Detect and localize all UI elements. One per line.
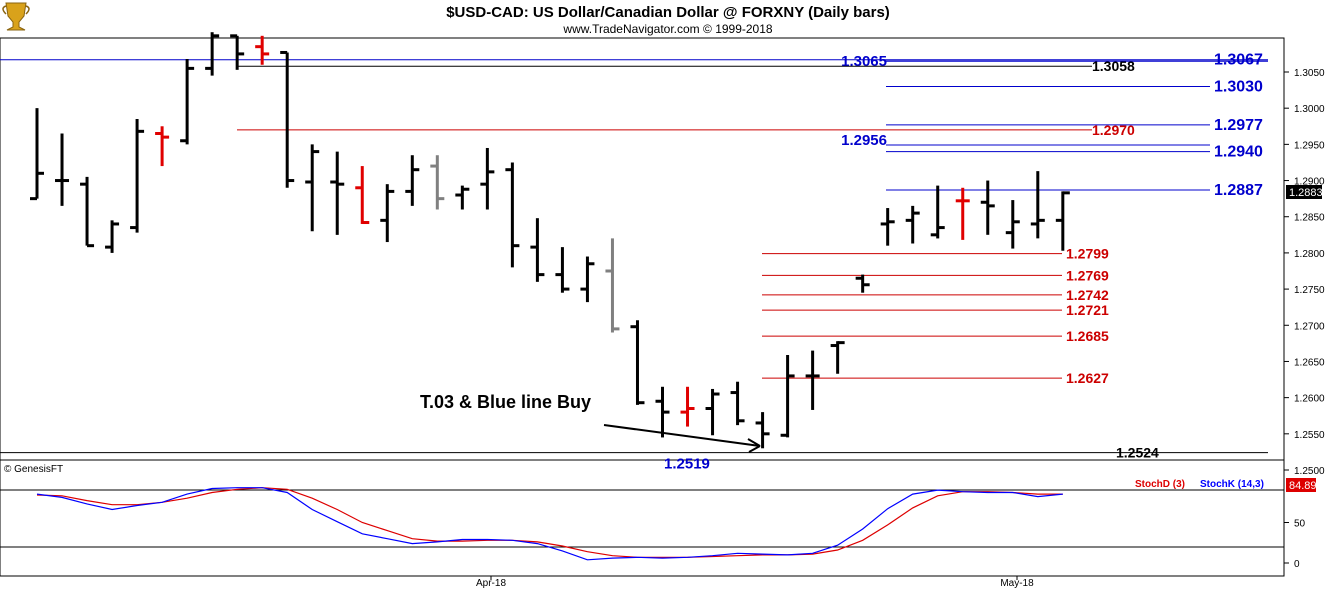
level-1-2769-label: 1.2769 bbox=[1066, 267, 1109, 283]
level-1-2970-label: 1.2970 bbox=[1092, 122, 1135, 138]
level-1-2721-label: 1.2721 bbox=[1066, 302, 1109, 318]
price-tick-label: 1.2700 bbox=[1294, 321, 1325, 332]
level-1-2742-label: 1.2742 bbox=[1066, 287, 1109, 303]
ohlc-bar bbox=[755, 412, 770, 449]
level-1-3065-label: 1.3065 bbox=[841, 53, 887, 70]
x-label-apr: Apr-18 bbox=[476, 578, 506, 589]
ohlc-bar bbox=[80, 176, 95, 248]
chart-title: $USD-CAD: US Dollar/Canadian Dollar @ FO… bbox=[446, 4, 890, 21]
price-tick-label: 1.2500 bbox=[1294, 466, 1325, 477]
ohlc-bar bbox=[1030, 171, 1045, 239]
price-tick-label: 1.2900 bbox=[1294, 177, 1325, 188]
x-label-may: May-18 bbox=[1000, 578, 1034, 589]
ohlc-bar bbox=[130, 119, 145, 233]
level-1-3067-label: 1.3067 bbox=[1214, 52, 1263, 69]
ohlc-bar bbox=[180, 58, 195, 145]
stoch-k-line bbox=[36, 487, 1063, 561]
price-axis: 1.3050 1.3000 1.2950 1.2900 1.2850 1.2800 1.27… bbox=[1284, 68, 1325, 477]
ohlc-bar bbox=[305, 144, 320, 232]
ohlc-bar bbox=[55, 133, 70, 206]
level-1-3058-label: 1.3058 bbox=[1092, 58, 1135, 74]
level-1-2887-label: 1.2887 bbox=[1214, 182, 1263, 199]
stoch-source-label: © GenesisFT bbox=[4, 464, 63, 475]
last-price-label: 1.2883 bbox=[1289, 187, 1323, 199]
ohlc-bar bbox=[330, 151, 345, 235]
ohlc-bar bbox=[30, 108, 44, 201]
ohlc-bar bbox=[405, 155, 420, 206]
last-price-tag: 1.2883 bbox=[1286, 185, 1323, 199]
ohlc-bar bbox=[455, 185, 470, 210]
ohlc-bar bbox=[480, 147, 495, 210]
ohlc-bars bbox=[30, 32, 1070, 449]
ohlc-bar bbox=[155, 126, 170, 167]
price-tick-label: 1.2650 bbox=[1294, 357, 1325, 368]
level-1-2799-label: 1.2799 bbox=[1066, 246, 1109, 262]
ohlc-bar bbox=[1005, 200, 1020, 249]
ohlc-bar bbox=[530, 218, 545, 282]
ohlc-bar bbox=[855, 274, 870, 293]
ohlc-bar bbox=[230, 34, 245, 70]
ohlc-bar bbox=[255, 35, 270, 65]
stoch-last-label: 84.89 bbox=[1289, 480, 1317, 492]
level-1-2519-label: 1.2519 bbox=[664, 455, 710, 472]
price-tick-label: 1.2950 bbox=[1294, 140, 1325, 151]
ohlc-bar bbox=[555, 247, 570, 293]
ohlc-bar bbox=[580, 256, 595, 303]
annotation-text: T.03 & Blue line Buy bbox=[420, 392, 591, 412]
stoch-tick-label: 50 bbox=[1294, 519, 1306, 530]
level-1-3030-label: 1.3030 bbox=[1214, 78, 1263, 95]
stoch-d-legend: StochD (3) bbox=[1135, 479, 1185, 490]
stoch-axis: 50 0 bbox=[1284, 519, 1306, 570]
ohlc-bar bbox=[280, 50, 295, 188]
ohlc-bar bbox=[805, 350, 820, 410]
price-tick-label: 1.3000 bbox=[1294, 104, 1325, 115]
ohlc-bar bbox=[980, 180, 995, 235]
price-tick-label: 1.3050 bbox=[1294, 68, 1325, 79]
ohlc-bar bbox=[830, 341, 845, 374]
price-tick-label: 1.2600 bbox=[1294, 394, 1325, 405]
stoch-d-line bbox=[36, 487, 1063, 558]
stoch-panel bbox=[0, 459, 1285, 577]
ohlc-bar bbox=[355, 166, 370, 225]
ohlc-bar bbox=[1055, 191, 1070, 251]
ohlc-bar bbox=[930, 185, 945, 239]
ohlc-bar bbox=[905, 205, 920, 244]
ohlc-bar bbox=[780, 354, 795, 438]
ohlc-bar bbox=[205, 32, 220, 76]
level-1-2627-label: 1.2627 bbox=[1066, 370, 1109, 386]
price-tick-label: 1.2800 bbox=[1294, 249, 1325, 260]
level-1-2956-label: 1.2956 bbox=[841, 132, 887, 149]
price-tick-label: 1.2750 bbox=[1294, 285, 1325, 296]
level-1-2940-label: 1.2940 bbox=[1214, 144, 1263, 161]
ohlc-bar bbox=[105, 220, 120, 253]
ohlc-bar bbox=[505, 162, 520, 268]
price-tick-label: 1.2850 bbox=[1294, 213, 1325, 224]
ohlc-bar bbox=[730, 381, 745, 426]
stoch-tick-label: 0 bbox=[1294, 559, 1300, 570]
price-panel bbox=[0, 37, 1285, 461]
ohlc-bar bbox=[880, 208, 895, 246]
logo bbox=[2, 2, 30, 31]
ohlc-bar bbox=[705, 388, 720, 436]
ohlc-bar bbox=[655, 386, 670, 438]
level-1-2524-label: 1.2524 bbox=[1116, 445, 1159, 461]
level-1-2685-label: 1.2685 bbox=[1066, 328, 1109, 344]
stoch-last-tag: 84.89 bbox=[1286, 478, 1317, 492]
ohlc-bar bbox=[630, 320, 645, 405]
ohlc-bar bbox=[605, 238, 620, 333]
stoch-k-legend: StochK (14,3) bbox=[1200, 479, 1264, 490]
annotation-arrow bbox=[603, 424, 761, 453]
gold-trophy-icon bbox=[2, 2, 30, 31]
price-tick-label: 1.2550 bbox=[1294, 430, 1325, 441]
chart-subtitle: www.TradeNavigator.com © 1999-2018 bbox=[562, 22, 772, 36]
ohlc-bar bbox=[955, 187, 970, 240]
ohlc-bar bbox=[380, 184, 395, 243]
ohlc-bar bbox=[430, 155, 445, 210]
level-1-2977-label: 1.2977 bbox=[1214, 117, 1263, 134]
ohlc-bar bbox=[680, 386, 695, 427]
